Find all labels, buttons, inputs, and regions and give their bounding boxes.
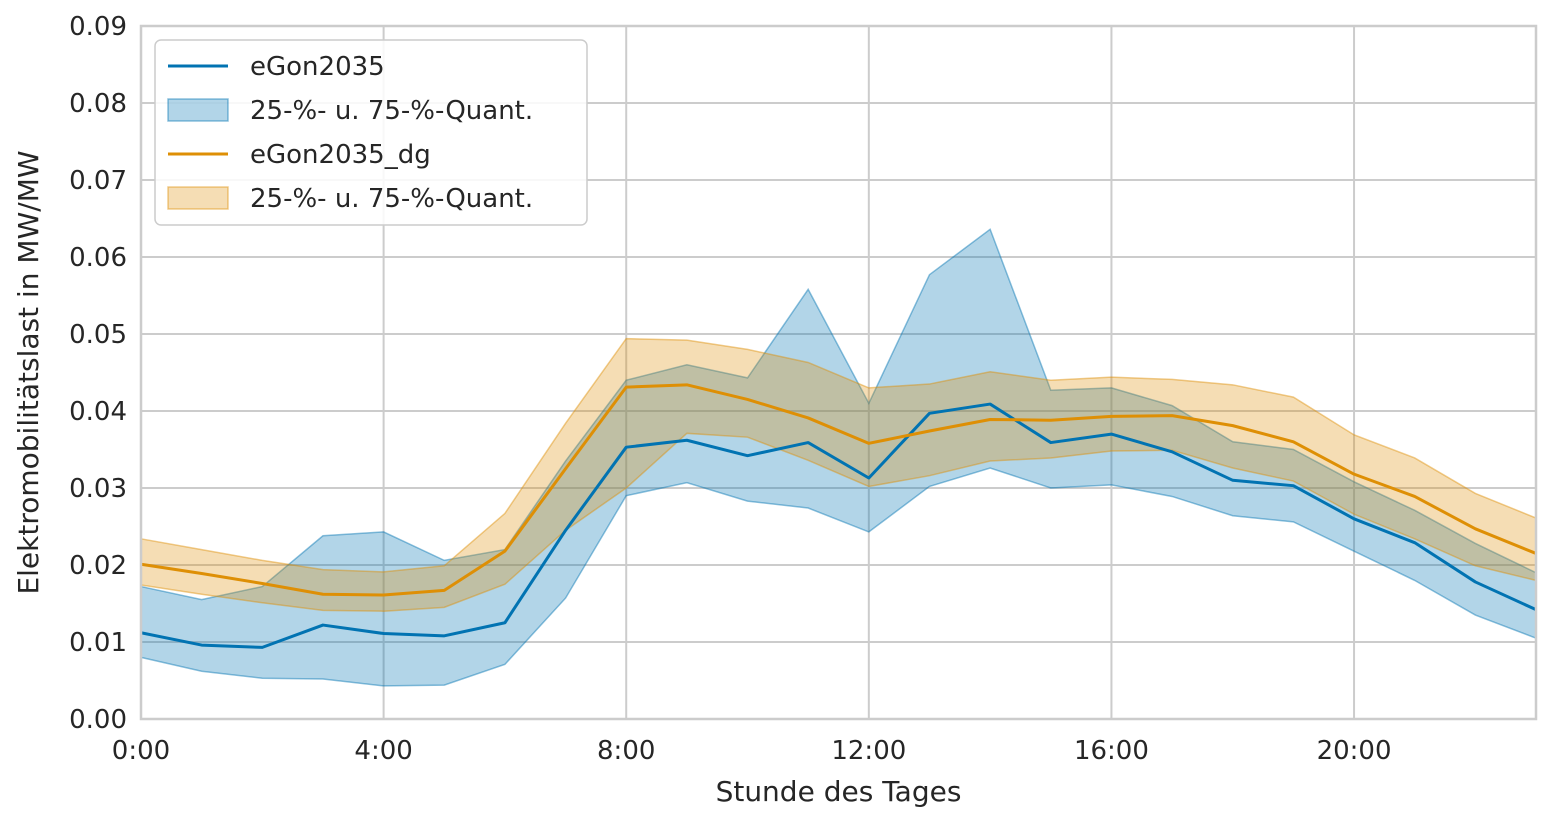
y-tick-labels: 0.00 0.01 0.02 0.03 0.04 0.05 0.06 0.07 0.08 0.09 [69, 12, 127, 735]
y-tick-label: 0.06 [69, 243, 127, 273]
x-tick-label: 4:00 [354, 736, 412, 766]
y-axis-label: Elektromobilitätslast in MW/MW [12, 150, 45, 594]
y-tick-label: 0.05 [69, 320, 127, 350]
x-tick-label: 16:00 [1074, 736, 1149, 766]
x-tick-label: 8:00 [597, 736, 655, 766]
legend-label: 25-%- u. 75-%-Quant. [250, 96, 533, 126]
y-tick-label: 0.02 [69, 551, 127, 581]
x-tick-label: 0:00 [112, 736, 170, 766]
y-tick-label: 0.00 [69, 705, 127, 735]
x-tick-labels: 0:00 4:00 8:00 12:00 16:00 20:00 [112, 736, 1392, 766]
legend-label: eGon2035_dg [250, 140, 431, 170]
x-axis-label: Stunde des Tages [716, 775, 962, 808]
series-line [140, 402, 1537, 649]
legend-band-swatch [167, 98, 229, 122]
series-lines [140, 383, 1537, 649]
legend-box [154, 39, 588, 226]
plot-frame [139, 24, 1538, 721]
y-tick-label: 0.03 [69, 474, 127, 504]
y-tick-label: 0.07 [69, 166, 127, 196]
y-tick-label: 0.04 [69, 397, 127, 427]
x-tick-label: 20:00 [1317, 736, 1392, 766]
series-line [140, 383, 1537, 597]
legend-band-swatch [167, 186, 229, 210]
legend-label: 25-%- u. 75-%-Quant. [250, 184, 533, 214]
y-tick-label: 0.09 [69, 12, 127, 42]
legend-label: eGon2035 [250, 52, 385, 82]
y-tick-label: 0.08 [69, 89, 127, 119]
legend: eGon2035 25-%- u. 75-%-Quant. eGon2035_dg 2… [154, 39, 588, 226]
x-tick-label: 12:00 [831, 736, 906, 766]
y-tick-label: 0.01 [69, 628, 127, 658]
